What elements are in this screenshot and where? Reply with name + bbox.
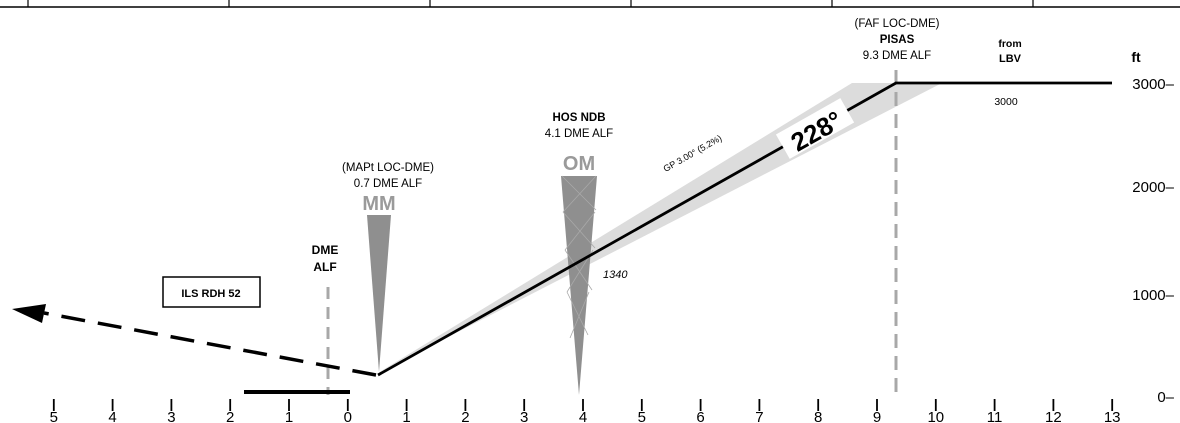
distance-tick-label: 0 [344,409,352,423]
altitude-tick-label: 3000– [1132,76,1174,93]
from-lbv-label: LBV [999,53,1022,65]
distance-tick-label: 11 [987,409,1003,423]
mm-label: MM [362,193,395,215]
distance-tick-label: 2 [461,409,469,423]
distance-tick-label: 1 [402,409,410,423]
distance-tick-label: 3 [167,409,175,423]
distance-axis: 654321012345678910111213 [50,399,1121,423]
distance-tick-label: 1 [285,409,293,423]
altitude-3000-label: 3000 [994,96,1018,108]
om-marker [561,175,597,395]
distance-tick-label: 10 [927,409,944,423]
distance-tick-label: 5 [50,409,58,423]
missed-approach-path [43,311,377,377]
distance-tick-label: 13 [1104,409,1121,423]
from-label: from [998,38,1021,50]
top-dividers [27,0,1034,7]
hos-ndb-label: HOS NDB [552,112,605,124]
distance-tick-label: 8 [814,409,822,423]
altitude-tick-label: 0– [1157,389,1174,406]
distance-tick-label: 4 [579,409,587,423]
dme-alf-label: ALF [313,260,336,274]
dme-label: DME [312,243,339,257]
ils-rdh-label: ILS RDH 52 [181,288,240,300]
distance-tick-label: 5 [638,409,646,423]
hos-ndb-dme: 4.1 DME ALF [545,128,613,140]
ils-rdh-box [162,276,261,308]
altitude-tick-label: 2000– [1132,179,1174,196]
faf-label-line1: (FAF LOC-DME) [855,18,940,30]
arrow-left-icon [12,304,46,323]
faf-label-fix: PISAS [880,34,915,46]
glide-slope-area [378,83,942,373]
mm-marker [367,215,391,372]
distance-tick-label: 7 [755,409,763,423]
om-label: OM [563,153,595,175]
distance-tick-label: 12 [1045,409,1062,423]
distance-tick-label: 3 [520,409,528,423]
altitude-unit: ft [1131,49,1141,65]
faf-label-dme: 9.3 DME ALF [863,50,931,62]
distance-tick-label: 9 [873,409,881,423]
altitude-tick-label: 1000– [1132,287,1174,304]
distance-tick-label: 4 [108,409,116,423]
mapt-label: (MAPt LOC-DME) [342,162,434,174]
distance-tick-label: 6 [696,409,704,423]
om-altitude-label: 1340 [603,269,628,281]
distance-tick-label: 2 [226,409,234,423]
altitude-axis: 3000– 2000– 1000– 0– [1132,76,1174,406]
mapt-dme: 0.7 DME ALF [354,178,422,190]
